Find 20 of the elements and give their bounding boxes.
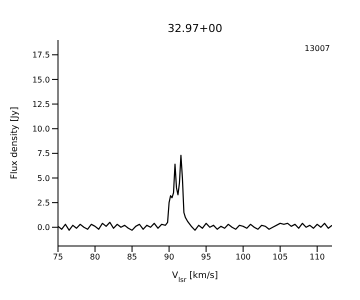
y-tick-label: 12.5	[32, 100, 50, 109]
x-tick-label: 75	[52, 252, 64, 262]
x-axis-title: V$_{lsr}$ [km/s]	[172, 271, 218, 284]
y-axis-title: Flux density [Jy]	[10, 106, 20, 180]
chart-title: 32.97+00	[166, 22, 224, 35]
y-tick-label: 7.5	[37, 149, 50, 158]
x-tick-label: 95	[201, 252, 212, 262]
y-tick-label: 2.5	[37, 198, 50, 208]
x-tick-label: 85	[126, 252, 138, 262]
x-tick-label: 90	[164, 252, 174, 262]
y-tick-label: 15.0	[32, 75, 50, 84]
x-tick-label: 100	[235, 252, 251, 262]
x-tick-label: 80	[90, 252, 100, 262]
y-tick-label: 5.0	[37, 174, 50, 183]
x-tick-label: 105	[272, 252, 288, 262]
annotation: 13007	[304, 44, 330, 53]
y-tick-label: 17.5	[32, 50, 50, 60]
y-tick-label: 0.0	[37, 223, 50, 232]
y-tick-label: 10.0	[32, 124, 50, 134]
x-tick-label: 110	[310, 252, 325, 262]
